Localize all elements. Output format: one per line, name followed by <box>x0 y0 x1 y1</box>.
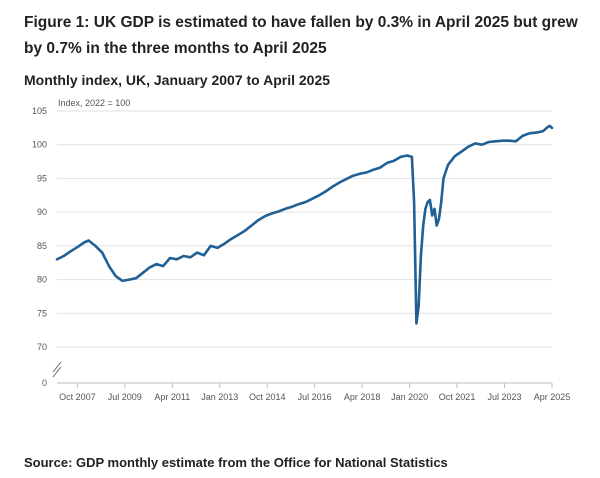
x-tick-label: Oct 2014 <box>249 392 286 402</box>
series-line-gdp-index <box>55 124 554 325</box>
y-tick-label: 95 <box>37 173 47 183</box>
x-tick-label: Jul 2009 <box>108 392 142 402</box>
x-tick-label: Apr 2011 <box>154 392 190 402</box>
axis-break-mark <box>52 361 62 378</box>
x-tick-label: Jan 2020 <box>391 392 428 402</box>
x-tick-label: Oct 2007 <box>59 392 96 402</box>
y-tick-label: 100 <box>32 140 47 150</box>
x-tick-label: Jan 2013 <box>201 392 238 402</box>
chart-title: Figure 1: UK GDP is estimated to have fa… <box>24 14 578 57</box>
x-tick-label: Oct 2021 <box>439 392 476 402</box>
x-tick-label: Apr 2025 <box>534 392 571 402</box>
y-tick-label: 75 <box>37 308 47 318</box>
axis-break-symbol <box>52 361 62 378</box>
x-axis-ticks: Oct 2007 Jul 2009 Apr 2011 Jan 2013 Oct 2014… <box>59 383 570 402</box>
x-tick-label: Jul 2016 <box>298 392 332 402</box>
x-tick-label: Apr 2018 <box>344 392 381 402</box>
x-tick-label: Jul 2023 <box>488 392 522 402</box>
y-tick-label: 90 <box>37 207 47 217</box>
gridlines <box>57 110 552 384</box>
y-tick-label: 0 <box>42 378 47 388</box>
y-tick-label: 70 <box>37 342 47 352</box>
source-note: Source: GDP monthly estimate from the Of… <box>24 455 448 470</box>
y-axis-ticks: 0 70 75 80 85 90 95 100 105 <box>32 106 47 388</box>
y-tick-label: 80 <box>37 275 47 285</box>
y-tick-label: 85 <box>37 241 47 251</box>
chart-subtitle: Monthly index, UK, January 2007 to April… <box>24 72 331 88</box>
y-axis-label: Index, 2022 = 100 <box>58 98 130 108</box>
y-tick-label: 105 <box>32 106 47 116</box>
